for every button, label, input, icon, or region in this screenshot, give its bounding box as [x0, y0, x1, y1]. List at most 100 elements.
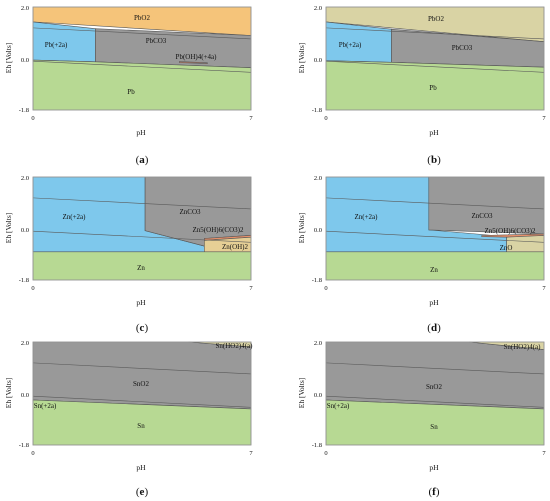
panel-e-ytick-top: 2.0 [21, 340, 29, 347]
panel-d-region-label-zno: ZnO [500, 244, 513, 252]
panel-b-region-label-pbo2: PbO2 [428, 15, 444, 23]
panel-b-ytick-top: 2.0 [314, 5, 322, 12]
panel-b-x-axis-title: pH [429, 128, 439, 137]
panel-f-ytick-top: 2.0 [314, 340, 322, 347]
panel-a-xtick-left: 0 [31, 115, 34, 122]
panel-d-xtick-left: 0 [324, 285, 327, 292]
panel-d-x-axis-title: pH [429, 298, 439, 307]
panel-a-water-stability-line-1 [32, 60, 252, 73]
panel-b-water-stability-line-1 [325, 60, 545, 73]
panel-d-ytick-mid: 0.0 [314, 227, 322, 234]
panel-d-region-label-zn: Zn [430, 266, 438, 274]
panel-a-ytick-top: 2.0 [21, 5, 29, 12]
panel-e-xtick-right: 7 [249, 450, 253, 457]
panel-a-region-label-pb2a: Pb(+2a) [45, 41, 68, 49]
panel-e-x-axis-title: pH [136, 463, 146, 472]
panel-b-plot-area [325, 6, 545, 111]
panel-d-region-label-znco3: ZnCO3 [472, 212, 494, 220]
panel-c-ytick-top: 2.0 [21, 175, 29, 182]
panel-d: Zn(+2a) ZnCO3 Zn5(OH)6(CO3)2 ZnO Zn 2.0 … [297, 175, 546, 334]
panel-c-ytick-bottom: -1.8 [19, 277, 29, 284]
panel-d-ytick-bottom: -1.8 [312, 277, 322, 284]
panel-b-ytick-mid: 0.0 [314, 57, 322, 64]
panel-b-water-stability-line-0 [325, 27, 545, 40]
panel-b-caption: (b) [427, 154, 441, 166]
panel-e-caption: (e) [136, 486, 149, 498]
panel-f-region-label-snho24: Sn(HO2)4(a) [504, 343, 542, 351]
panel-d-region-gray-1 [428, 176, 545, 235]
panel-e-region-label-snho24: Sn(HO2)4(a) [216, 342, 254, 350]
panel-f-region-label-sn2a: Sn(+2a) [327, 402, 350, 410]
panel-e-plot-frame [32, 341, 252, 446]
panel-a-water-stability-line-0 [32, 27, 252, 40]
panel-f-xtick-right: 7 [542, 450, 546, 457]
panel-c-plot-area [32, 176, 252, 281]
panel-c-xtick-right: 7 [249, 285, 253, 292]
panel-d-region-label-zn5: Zn5(OH)6(CO3)2 [485, 227, 536, 235]
panel-b-region-label-pb2a: Pb(+2a) [339, 41, 362, 49]
panel-c-plot-frame [32, 176, 252, 281]
panel-c-region-label-znco3: ZnCO3 [180, 208, 202, 216]
panel-d-region-label-zn2a: Zn(+2a) [355, 213, 379, 221]
panel-a-region-label-pboh4: Pb(OH)4(+4a) [176, 53, 218, 61]
panel-b-region-label-pb: Pb [429, 84, 437, 92]
panel-c-caption: (c) [136, 322, 149, 334]
panel-e-y-axis-title: Eh [Volts] [4, 378, 13, 409]
panel-f: Sn(HO2)4(a) SnO2 Sn(+2a) Sn 2.0 0.0 -1.8… [297, 340, 546, 498]
panel-a: PbO2 Pb(+2a) PbCO3 Pb(OH)4(+4a) Pb 2.0 0… [4, 5, 253, 166]
panel-f-x-axis-title: pH [429, 463, 439, 472]
panel-e-plot-area [32, 341, 252, 446]
panel-d-ytick-top: 2.0 [314, 175, 322, 182]
panel-d-plot-area [325, 176, 545, 281]
panel-f-ytick-bottom: -1.8 [312, 442, 322, 449]
panel-a-y-axis-title: Eh [Volts] [4, 43, 13, 74]
panel-a-region-label-pbco3: PbCO3 [146, 37, 167, 45]
panel-e-water-stability-line-1 [32, 395, 252, 408]
panel-e-region-label-sn2a: Sn(+2a) [34, 402, 57, 410]
panel-d-plot-frame [325, 176, 545, 281]
panel-d-y-axis-title: Eh [Volts] [297, 213, 306, 244]
panel-e-xtick-left: 0 [31, 450, 34, 457]
panel-b-xtick-right: 7 [542, 115, 546, 122]
panel-c-water-stability-line-0 [32, 197, 252, 210]
panel-f-plot-frame [325, 341, 545, 446]
panel-c-y-axis-title: Eh [Volts] [4, 213, 13, 244]
panel-e-ytick-mid: 0.0 [21, 392, 29, 399]
panel-e-region-label-sn: Sn [137, 422, 145, 430]
panel-c-water-stability-line-1 [32, 230, 252, 243]
panel-f-caption: (f) [428, 486, 439, 498]
panel-f-region-label-sno2: SnO2 [426, 383, 442, 391]
panel-a-region-green-4 [32, 59, 252, 111]
panel-a-region-salmon-3 [179, 61, 208, 64]
panel-c-region-label-zn2a: Zn(+2a) [63, 213, 87, 221]
panel-c-region-label-znoh2: Zn(OH)2 [222, 243, 249, 251]
panel-e-water-stability-line-0 [32, 362, 252, 375]
panel-a-region-gray-1 [95, 28, 252, 69]
panel-a-region-label-pb: Pb [127, 88, 135, 96]
panel-a-ytick-bottom: -1.8 [19, 107, 29, 114]
panel-b-y-axis-title: Eh [Volts] [297, 43, 306, 74]
panel-a-plot-frame [32, 6, 252, 111]
panel-f-region-label-sn: Sn [430, 423, 438, 431]
panel-b-xtick-left: 0 [324, 115, 327, 122]
panel-e-ytick-bottom: -1.8 [19, 442, 29, 449]
panel-c: Zn(+2a) ZnCO3 Zn5(OH)6(CO3)2 Zn(OH)2 Zn … [4, 175, 253, 334]
panel-f-region-gray-0 [325, 341, 545, 410]
panel-b: PbO2 Pb(+2a) PbCO3 Pb 2.0 0.0 -1.8 0 7 E… [297, 5, 546, 166]
panel-d-water-stability-line-0 [325, 197, 545, 210]
panel-b-ytick-bottom: -1.8 [312, 107, 322, 114]
panel-c-xtick-left: 0 [31, 285, 34, 292]
panel-b-plot-frame [325, 6, 545, 111]
panel-d-water-stability-line-1 [325, 230, 545, 243]
panel-b-region-label-pbco3: PbCO3 [452, 44, 473, 52]
panel-a-ytick-mid: 0.0 [21, 57, 29, 64]
panel-a-region-label-pbo2: PbO2 [134, 14, 150, 22]
panel-a-x-axis-title: pH [136, 128, 146, 137]
panel-c-x-axis-title: pH [136, 298, 146, 307]
panel-f-water-stability-line-0 [325, 362, 545, 375]
panel-f-ytick-mid: 0.0 [314, 392, 322, 399]
panel-f-plot-area [325, 341, 545, 446]
panel-d-xtick-right: 7 [542, 285, 546, 292]
panel-a-caption: (a) [136, 154, 149, 166]
